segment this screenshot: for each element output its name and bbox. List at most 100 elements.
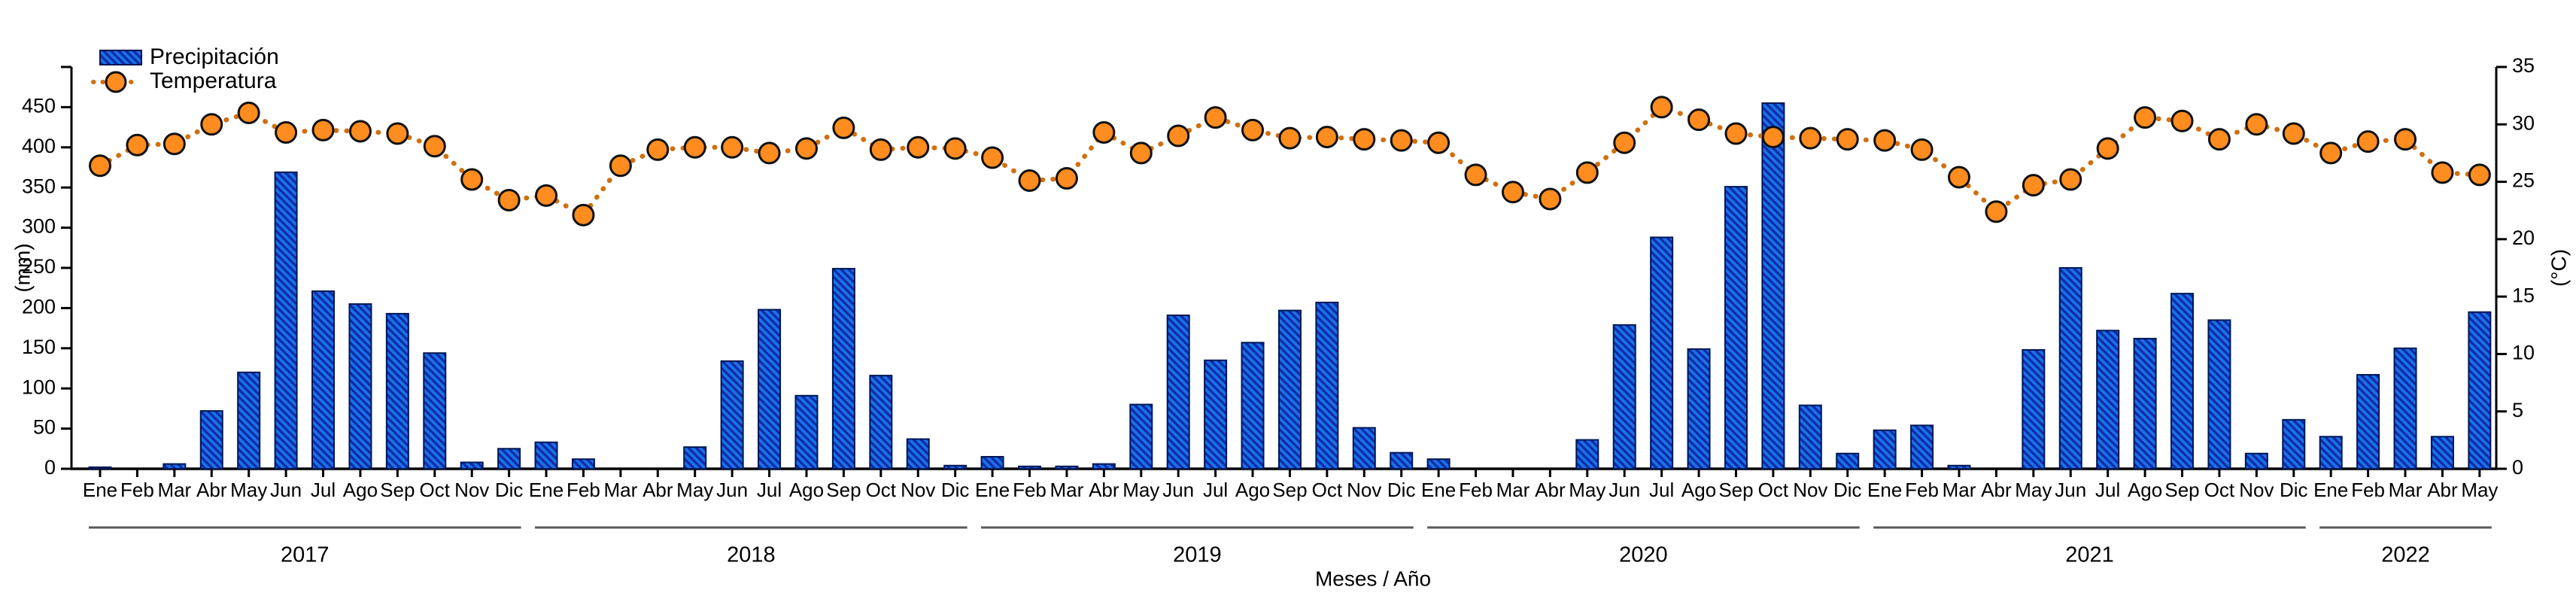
bar-2021-Sep — [2170, 293, 2195, 470]
month-label-2018-Jun: Jun — [716, 479, 748, 501]
y-right-tick-label: 10 — [2512, 342, 2535, 364]
month-label-2022-Feb: Feb — [2351, 479, 2385, 501]
month-label-2017-Dic: Dic — [495, 479, 524, 501]
bar-2019-Oct — [1315, 301, 1339, 470]
bar-2022-Ene — [2319, 436, 2343, 470]
bar-2021-Ago — [2133, 337, 2157, 470]
month-label-2018-May: May — [676, 479, 713, 501]
month-label-2020-Jul: Jul — [1649, 479, 1674, 501]
month-label-2020-Dic: Dic — [1833, 479, 1862, 501]
bar-2021-Nov — [2244, 452, 2268, 470]
bar-2020-Oct — [1761, 102, 1785, 470]
month-label-2019-Oct: Oct — [1312, 479, 1343, 501]
month-label-2017-Oct: Oct — [420, 479, 451, 501]
x-axis-title: Meses / Año — [1315, 567, 1431, 590]
month-label-2020-Ago: Ago — [1681, 479, 1716, 501]
temp-dot-2021-Nov — [2245, 113, 2268, 136]
temp-dot-2018-Dic — [943, 137, 967, 160]
month-label-2020-Abr: Abr — [1535, 479, 1566, 501]
month-label-2019-Nov: Nov — [1347, 479, 1381, 501]
bar-2017-Ago — [348, 303, 372, 470]
temp-dot-2021-May — [2022, 174, 2045, 197]
y-left-tick-label: 450 — [22, 95, 56, 117]
month-label-2018-Sep: Sep — [826, 479, 861, 501]
temp-dot-2019-May — [1129, 141, 1153, 165]
month-label-2019-Ago: Ago — [1235, 479, 1270, 501]
bar-2018-Ene — [534, 441, 558, 470]
bar-2017-Oct — [423, 352, 447, 470]
month-label-2021-Feb: Feb — [1905, 479, 1939, 501]
temp-dot-2017-Abr — [200, 113, 223, 136]
month-label-2021-May: May — [2015, 479, 2052, 501]
y-right-tick-label: 30 — [2512, 111, 2535, 134]
temp-dot-2021-Feb — [1910, 138, 1934, 161]
legend-temperature-marker — [105, 71, 127, 93]
bar-2019-Feb — [1018, 465, 1041, 470]
temp-dot-2017-May — [237, 102, 260, 125]
temp-dot-2018-Jun — [721, 135, 744, 159]
temp-dot-2018-May — [683, 135, 706, 159]
temp-dot-2022-Mar — [2394, 128, 2417, 151]
month-label-2019-May: May — [1122, 479, 1159, 501]
temp-dot-2019-Feb — [1018, 169, 1041, 193]
legend-precipitation-swatch — [99, 50, 142, 65]
bar-2021-Feb — [1910, 424, 1934, 470]
temp-dot-2021-Jun — [2059, 168, 2082, 191]
month-label-2021-Ago: Ago — [2128, 479, 2162, 501]
temp-dot-2020-Mar — [1501, 181, 1524, 204]
month-label-2017-Mar: Mar — [157, 479, 191, 501]
bar-2017-Sep — [385, 312, 409, 470]
y-right-tick-label: 25 — [2512, 169, 2535, 192]
month-label-2019-Feb: Feb — [1013, 479, 1046, 501]
y-left-tick-label: 400 — [22, 135, 56, 157]
month-label-2020-Sep: Sep — [1718, 479, 1753, 501]
temp-dot-2020-Jul — [1650, 96, 1673, 119]
month-label-2021-Sep: Sep — [2164, 479, 2199, 501]
month-label-2020-May: May — [1569, 479, 1605, 501]
year-label-2020: 2020 — [1619, 543, 1668, 567]
month-label-2017-Abr: Abr — [196, 479, 227, 501]
month-label-2020-Oct: Oct — [1758, 479, 1789, 501]
month-label-2022-Abr: Abr — [2427, 479, 2458, 501]
bar-2019-Abr — [1092, 463, 1116, 470]
temp-dot-2021-Oct — [2207, 128, 2231, 151]
month-label-2018-Jul: Jul — [757, 479, 782, 501]
temp-dot-2020-Ene — [1427, 131, 1451, 154]
month-label-2019-Jul: Jul — [1203, 479, 1228, 501]
month-label-2021-Mar: Mar — [1943, 479, 1976, 501]
y-right-axis-title: (°C) — [2547, 249, 2570, 287]
bar-2017-Dic — [497, 448, 521, 470]
legend-temperature-label: Temperatura — [150, 68, 277, 93]
temp-dot-2019-Mar — [1055, 166, 1078, 190]
temp-dot-2019-Jul — [1204, 106, 1227, 129]
bar-2022-Mar — [2393, 347, 2417, 470]
temperature-line — [97, 104, 2483, 218]
temp-dot-2020-Dic — [1836, 128, 1859, 151]
temp-dot-2021-Ago — [2134, 106, 2157, 129]
bar-2017-May — [237, 371, 261, 470]
year-label-2017: 2017 — [281, 543, 330, 567]
temp-dot-2021-Mar — [1948, 166, 1970, 189]
temp-dot-2019-Oct — [1315, 126, 1338, 149]
temp-dot-2017-Ago — [348, 120, 372, 143]
month-label-2019-Abr: Abr — [1089, 479, 1119, 501]
bar-2018-Dic — [943, 464, 968, 470]
bar-2019-Dic — [1390, 451, 1414, 470]
y-left-tick-label: 100 — [22, 375, 56, 398]
month-label-2019-Ene: Ene — [975, 479, 1010, 501]
bar-2020-May — [1575, 439, 1599, 470]
temp-dot-2020-Oct — [1761, 126, 1785, 149]
month-label-2017-Sep: Sep — [380, 479, 415, 501]
bar-2019-Sep — [1277, 309, 1302, 470]
bar-2017-Mar — [163, 463, 187, 470]
temp-dot-2021-Jul — [2096, 137, 2119, 160]
temp-dot-2019-Nov — [1353, 128, 1376, 151]
temp-dot-2018-Nov — [907, 135, 930, 159]
temp-dot-2021-Ene — [1873, 129, 1897, 152]
y-right-tick-label: 35 — [2512, 54, 2535, 77]
bar-2017-Abr — [199, 410, 223, 470]
bar-2020-Ene — [1426, 458, 1451, 470]
bar-2017-Jul — [311, 290, 336, 470]
y-right-tick-label: 15 — [2512, 284, 2535, 306]
month-label-2020-Ene: Ene — [1421, 479, 1456, 501]
